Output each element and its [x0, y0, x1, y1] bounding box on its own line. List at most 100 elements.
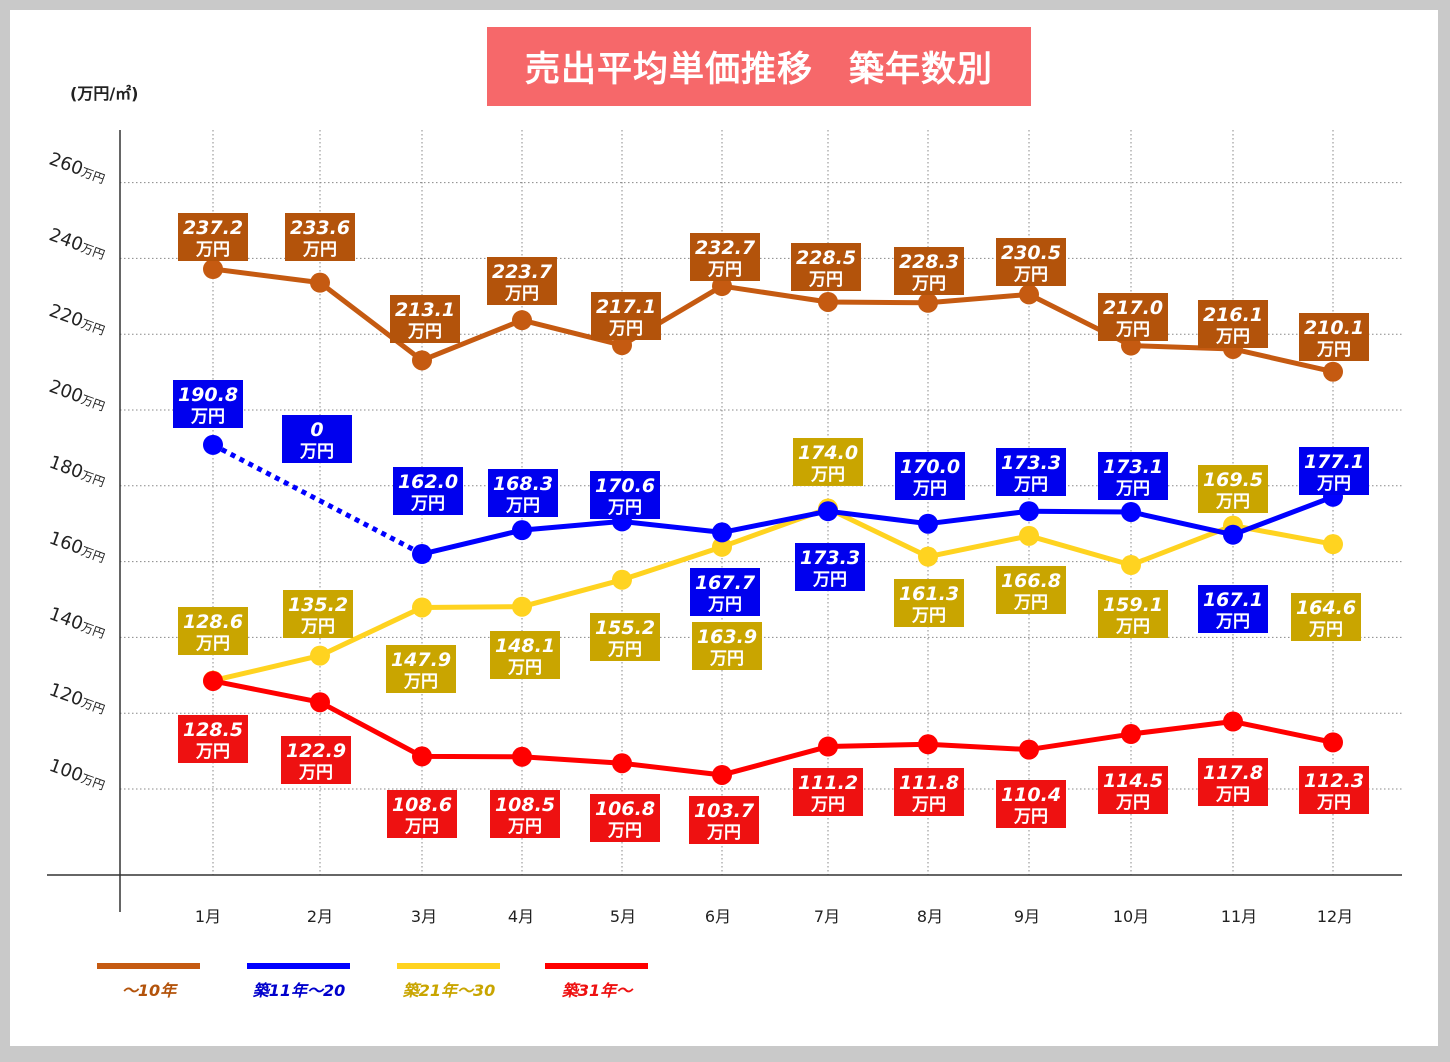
svg-text:220万円: 220万円	[46, 300, 108, 340]
data-label: 161.3万円	[894, 579, 964, 627]
data-point	[512, 746, 532, 767]
data-label-box	[692, 622, 762, 670]
data-point	[412, 544, 432, 565]
data-label: 117.8万円	[1198, 758, 1268, 806]
data-label-value: 217.0	[1103, 297, 1163, 319]
data-label-unit: 万円	[810, 795, 845, 815]
data-label-value: 163.9	[697, 626, 757, 648]
data-label-box	[689, 796, 759, 844]
data-label-unit: 万円	[911, 274, 946, 294]
data-label-value: 111.2	[798, 772, 858, 794]
data-label-box	[1098, 590, 1168, 638]
data-point	[818, 291, 838, 312]
data-label-box	[795, 543, 865, 591]
data-label-unit: 万円	[1013, 475, 1048, 495]
data-label-unit: 万円	[1013, 265, 1048, 285]
data-label-box	[1299, 447, 1369, 495]
data-label-box	[178, 607, 248, 655]
data-label: 217.0万円	[1098, 293, 1168, 341]
data-label-value: 232.7	[695, 237, 756, 259]
data-label-box	[281, 736, 351, 784]
data-label-unit: 万円	[507, 658, 542, 678]
data-point	[1121, 501, 1141, 522]
data-label-box	[895, 452, 965, 500]
data-point	[1323, 534, 1343, 555]
y-tick-label: 180万円	[46, 452, 106, 490]
data-label-box	[894, 579, 964, 627]
data-label-unit: 万円	[607, 640, 642, 660]
data-point	[412, 746, 432, 767]
data-label: 103.7万円	[689, 796, 759, 844]
data-label-unit: 万円	[1215, 492, 1250, 512]
data-label-unit: 万円	[808, 270, 843, 290]
data-label-box	[996, 238, 1066, 286]
series-2	[203, 434, 1343, 565]
y-tick-label: 200万円	[46, 376, 106, 414]
data-label-box	[591, 292, 661, 340]
data-label-value: 173.3	[800, 547, 860, 569]
data-label-box	[590, 471, 660, 519]
data-label-value: 106.8	[595, 798, 655, 820]
data-label-unit: 万円	[810, 465, 845, 485]
data-label: 167.7万円	[690, 568, 760, 616]
data-label: 170.0万円	[895, 452, 965, 500]
data-label-unit: 万円	[299, 442, 334, 462]
svg-text:260万円: 260万円	[46, 149, 108, 189]
y-tick-label: 120万円	[46, 679, 106, 717]
data-label-box	[282, 415, 352, 463]
data-label-unit: 万円	[706, 823, 741, 843]
x-tick-label: 8月	[917, 907, 943, 926]
data-label-value: 228.5	[796, 247, 856, 269]
data-point	[310, 645, 330, 666]
data-label-unit: 万円	[404, 817, 439, 837]
data-label-value: 155.2	[595, 617, 655, 639]
data-label-unit: 万円	[1115, 617, 1150, 637]
data-point	[412, 597, 432, 618]
data-label-value: 230.5	[1001, 242, 1061, 264]
x-tick-label: 4月	[508, 907, 534, 926]
data-label: 114.5万円	[1098, 766, 1168, 814]
data-point	[918, 734, 938, 755]
data-label-value: 122.9	[286, 740, 346, 762]
data-point	[512, 520, 532, 541]
data-label-box	[488, 469, 558, 517]
data-point	[1223, 711, 1243, 732]
data-label-box	[390, 295, 460, 343]
data-label-value: 111.8	[899, 772, 959, 794]
data-point	[1121, 724, 1141, 745]
data-label-unit: 万円	[707, 260, 742, 280]
chart-title-box: 売出平均単価推移 築年数別	[487, 27, 1031, 106]
data-point	[203, 259, 223, 280]
data-point	[918, 292, 938, 313]
data-label: 216.1万円	[1198, 300, 1268, 348]
data-label-box	[178, 213, 248, 261]
data-label-unit: 万円	[911, 795, 946, 815]
data-label-value: 128.6	[183, 611, 243, 633]
data-label-value: 147.9	[391, 649, 451, 671]
data-label: 106.8万円	[590, 794, 660, 842]
data-label: 177.1万円	[1299, 447, 1369, 495]
data-label-box	[490, 631, 560, 679]
data-label-box	[894, 768, 964, 816]
data-label-value: 217.1	[596, 296, 656, 318]
data-label: 168.3万円	[488, 469, 558, 517]
data-label-value: 162.0	[398, 471, 458, 493]
data-label: 228.5万円	[791, 243, 861, 291]
data-point	[1323, 361, 1343, 382]
data-label-unit: 万円	[403, 672, 438, 692]
series-4	[203, 670, 1343, 785]
data-point	[612, 753, 632, 774]
data-point	[412, 350, 432, 371]
x-tick-label: 6月	[705, 907, 731, 926]
data-label-box	[393, 467, 463, 515]
data-label-box	[490, 790, 560, 838]
chart-title: 売出平均単価推移 築年数別	[524, 50, 993, 90]
x-tick-label: 10月	[1113, 907, 1149, 926]
data-point	[712, 276, 732, 297]
data-label: 213.1万円	[390, 295, 460, 343]
data-point	[612, 335, 632, 356]
data-label-unit: 万円	[912, 479, 947, 499]
data-label-box	[1098, 293, 1168, 341]
data-label-unit: 万円	[504, 284, 539, 304]
